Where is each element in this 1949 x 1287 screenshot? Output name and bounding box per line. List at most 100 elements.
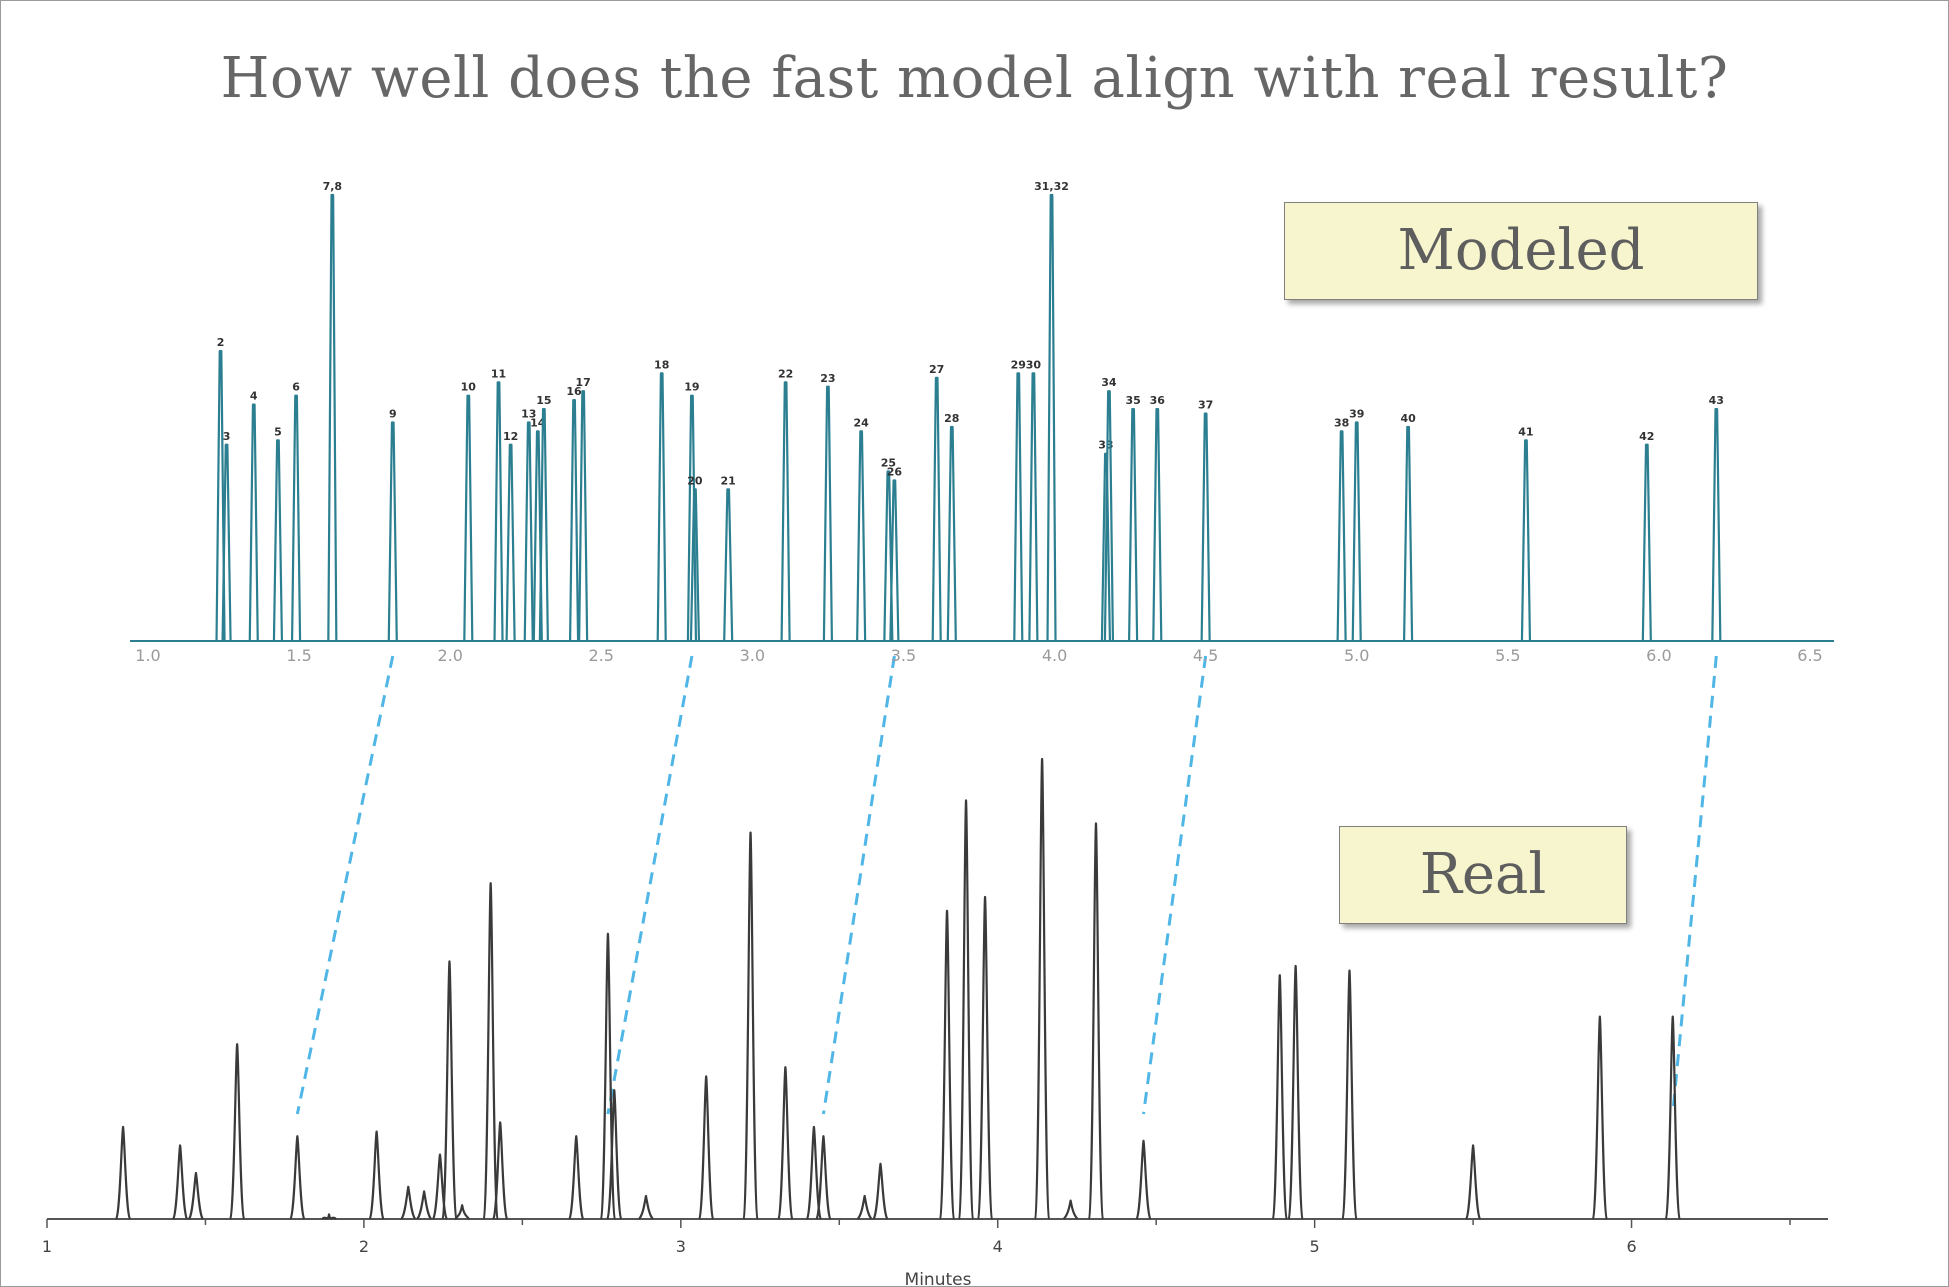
modeled-chromatogram: 1.0 1.5 2.0 2.5 3.0 3.5 4.0 4.5 5.0 5.5 6.0 6.52345… [130,180,1834,665]
alignment-connector [1671,655,1718,1115]
modeled-peak [1100,452,1112,642]
modeled-x-tick-label: 4.5 [1193,646,1218,665]
real-peak [698,1075,715,1220]
real-peak [976,895,994,1220]
slide-title: How well does the fast model align with … [220,46,1729,111]
modeled-peak-label: 15 [536,394,551,407]
real-peak [1062,1199,1079,1220]
modeled-peak-label: 4 [250,390,258,403]
modeled-peak [1103,390,1115,642]
modeled-peak [1200,412,1211,642]
modeled-x-tick-label: 3.0 [740,646,765,665]
real-x-tick-label: 2 [359,1237,369,1256]
modeled-peak [1403,425,1414,642]
real-peak [321,1213,337,1220]
modeled-peak [463,394,474,642]
modeled-peak-label: 42 [1639,430,1654,443]
modeled-peak-label: 35 [1125,394,1140,407]
real-peak [1591,1015,1608,1220]
modeled-peak-label: 25 [881,457,896,470]
modeled-peak [1336,430,1347,642]
modeled-peak-label: 43 [1709,394,1724,407]
real-peak [638,1194,654,1220]
modeled-x-tick-label: 1.5 [286,646,311,665]
modeled-peak-label: 30 [1026,358,1042,371]
real-peak [599,932,616,1220]
modeled-peak-label: 2 [217,336,225,349]
modeled-peak [1013,372,1024,642]
modeled-peak [946,425,957,642]
modeled-x-tick-label: 5.5 [1495,646,1520,665]
modeled-x-tick-label: 1.0 [135,646,160,665]
real-peak [229,1043,246,1220]
modeled-peak [493,381,504,642]
modeled-peak-label: 23 [820,372,835,385]
modeled-x-tick-label: 6.5 [1797,646,1822,665]
modeled-peak-label: 28 [944,412,959,425]
modeled-peak [568,399,580,642]
modeled-peak [1351,421,1362,642]
modeled-peak-label: 37 [1198,399,1213,412]
modeled-peak-label: 22 [778,367,793,380]
modeled-peak-label: 11 [491,367,506,380]
real-peak [1287,964,1304,1220]
real-peak [815,1135,832,1220]
modeled-peak [538,407,549,642]
modeled-peak-label: 13 [521,407,536,420]
real-x-tick-label: 1 [42,1237,52,1256]
modeled-peak [889,479,900,642]
modeled-peak [248,403,259,642]
modeled-peak [327,193,338,642]
real-peak [805,1125,822,1220]
real-peak [938,909,956,1220]
modeled-peak [290,394,302,642]
modeled-peak [931,376,942,642]
real-peak [400,1185,417,1220]
modeled-x-tick-label: 2.0 [437,646,462,665]
modeled-peak [272,439,284,642]
modeled-peak-label: 31,32 [1034,180,1069,193]
real-peak [606,1089,623,1220]
alignment-connector [1142,655,1208,1115]
real-peak [1664,1015,1681,1220]
modeled-peak [1641,443,1652,642]
modeled-peak-label: 12 [503,430,518,443]
modeled-peak [215,350,226,642]
alignment-connector [606,655,694,1115]
real-peak [1087,822,1105,1220]
alignment-connector [821,655,896,1115]
real-peak [1135,1139,1152,1220]
modeled-x-tick-label: 3.5 [891,646,916,665]
real-peak [1034,757,1051,1220]
modeled-peak-label: 29 [1011,358,1026,371]
modeled-peak-label: 19 [684,381,699,394]
real-peak [482,882,499,1220]
real-peak [742,831,759,1220]
real-label-box: Real [1339,826,1627,924]
modeled-peak-label: 7,8 [323,180,343,193]
real-peak [1341,969,1358,1220]
real-x-tick-label: 6 [1626,1237,1636,1256]
real-peak [492,1121,509,1220]
real-peak [957,799,975,1220]
modeled-peak-label: 17 [575,376,590,389]
modeled-peak [822,385,834,642]
modeled-peak-label: 10 [461,381,477,394]
real-peak [1271,974,1288,1220]
real-peak [187,1171,204,1220]
modeled-peak [1520,439,1532,642]
real-chromatogram: 1 2 3 4 5 6 Minutes [42,757,1828,1287]
real-x-tick-label: 5 [1310,1237,1320,1256]
modeled-peak [723,488,734,642]
modeled-peak-label: 38 [1334,416,1349,429]
modeled-peak-label: 26 [887,465,903,478]
modeled-peak-label: 20 [687,474,703,487]
modeled-label-box: Modeled [1284,202,1758,300]
alignment-connectors [295,655,1718,1115]
modeled-peak [523,421,534,642]
modeled-peak-label: 41 [1518,425,1533,438]
real-peak [115,1125,132,1220]
modeled-peak [1128,407,1139,642]
modeled-peak-label: 24 [853,416,869,429]
real-peak [1465,1144,1482,1220]
